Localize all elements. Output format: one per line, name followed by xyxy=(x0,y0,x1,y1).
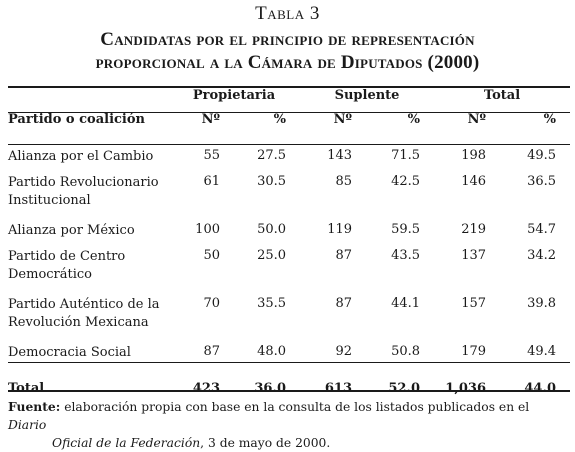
cell-value: 43.5 xyxy=(391,248,421,263)
footnote-label: Fuente: xyxy=(8,399,61,414)
table-row: Partido Revolucionario Institucional 61 … xyxy=(8,170,570,218)
cell-value: 36.5 xyxy=(527,174,557,189)
table-row: Alianza por el Cambio 55 27.5 143 71.5 1… xyxy=(8,144,570,170)
cell-value: 219 xyxy=(461,222,487,237)
table-row: Partido de Centro Democrático 50 25.0 87… xyxy=(8,244,570,292)
total-value: 1,036 xyxy=(445,380,487,396)
total-row: Total 423 36.0 613 52.0 1,036 44.0 xyxy=(8,374,570,402)
table-label: Tabla 3 xyxy=(255,3,320,24)
party-name: Alianza por el Cambio xyxy=(8,149,154,164)
cell-value: 61 xyxy=(203,174,220,189)
cell-value: 137 xyxy=(461,248,487,263)
cell-value: 49.5 xyxy=(527,148,557,163)
total-value: 44.0 xyxy=(524,380,557,396)
party-name: Partido Revolucionario Institucional xyxy=(8,175,159,208)
cell-value: 71.5 xyxy=(391,148,421,163)
party-name: Democracia Social xyxy=(8,345,131,360)
total-value: 36.0 xyxy=(254,380,287,396)
propietaria-n-header: Nº xyxy=(201,112,220,127)
footnote-source-italic: Oficial de la Federación xyxy=(52,436,201,450)
party-column-header: Partido o coalición xyxy=(8,112,145,127)
cell-value: 70 xyxy=(203,296,220,311)
group-header-propietaria: Propietaria xyxy=(192,88,276,103)
cell-value: 146 xyxy=(461,174,487,189)
table-row: Alianza por México 100 50.0 119 59.5 219… xyxy=(8,218,570,244)
cell-value: 44.1 xyxy=(391,296,421,311)
table-title-line-2: proporcional a la Cámara de Diputados (2… xyxy=(95,52,480,73)
table-title-line-1: Candidatas por el principio de represent… xyxy=(100,29,475,50)
cell-value: 55 xyxy=(203,148,220,163)
cell-value: 50.8 xyxy=(391,344,421,359)
group-header-rule xyxy=(8,112,570,113)
cell-value: 34.2 xyxy=(527,248,557,263)
cell-value: 54.7 xyxy=(527,222,557,237)
cell-value: 119 xyxy=(327,222,353,237)
footnote-source-italic: Diario xyxy=(8,418,47,432)
candidates-table: Propietaria Suplente Total Partido o coa… xyxy=(8,88,570,402)
cell-value: 25.0 xyxy=(257,248,287,263)
total-value: 613 xyxy=(324,380,353,396)
cell-value: 157 xyxy=(461,296,487,311)
cell-value: 87 xyxy=(335,248,353,263)
cell-value: 100 xyxy=(195,222,220,237)
cell-value: 92 xyxy=(335,344,353,359)
party-name: Partido Auténtico de la Revolución Mexic… xyxy=(8,297,160,330)
cell-value: 59.5 xyxy=(391,222,421,237)
table-bottom-rule xyxy=(8,390,570,392)
group-header-suplente: Suplente xyxy=(334,88,400,103)
cell-value: 198 xyxy=(461,148,487,163)
footnote-date: , 3 de mayo de 2000. xyxy=(200,436,331,450)
cell-value: 30.5 xyxy=(257,174,287,189)
total-rule xyxy=(8,362,570,363)
cell-value: 85 xyxy=(335,174,353,189)
cell-value: 143 xyxy=(327,148,353,163)
party-name: Partido de Centro Democrático xyxy=(8,249,126,282)
cell-value: 49.4 xyxy=(527,344,557,359)
cell-value: 87 xyxy=(335,296,353,311)
table-row: Democracia Social 87 48.0 92 50.8 179 49… xyxy=(8,340,570,366)
total-value: 423 xyxy=(192,380,220,396)
group-header-total: Total xyxy=(483,88,521,103)
total-n-header: Nº xyxy=(467,112,487,127)
source-footnote: Fuente: elaboración propia con base en l… xyxy=(8,398,570,452)
total-label: Total xyxy=(8,380,45,396)
cell-value: 50.0 xyxy=(257,222,287,237)
party-name: Alianza por México xyxy=(8,223,135,238)
cell-value: 48.0 xyxy=(257,344,287,359)
cell-value: 39.8 xyxy=(527,296,557,311)
cell-value: 35.5 xyxy=(257,296,287,311)
cell-value: 87 xyxy=(203,344,220,359)
suplente-pct-header: % xyxy=(407,112,421,127)
cell-value: 42.5 xyxy=(391,174,421,189)
cell-value: 50 xyxy=(203,248,220,263)
cell-value: 27.5 xyxy=(257,148,287,163)
total-value: 52.0 xyxy=(388,380,421,396)
total-pct-header: % xyxy=(543,112,557,127)
cell-value: 179 xyxy=(461,344,487,359)
footnote-text: elaboración propia con base en la consul… xyxy=(64,400,530,414)
propietaria-pct-header: % xyxy=(273,112,287,127)
suplente-n-header: Nº xyxy=(333,112,353,127)
table-row: Partido Auténtico de la Revolución Mexic… xyxy=(8,292,570,340)
column-header-rule xyxy=(8,144,570,145)
table-top-rule xyxy=(8,86,570,88)
column-header-row: Partido o coalición Nº % Nº % Nº % xyxy=(8,112,570,144)
group-header-row: Propietaria Suplente Total xyxy=(8,88,570,112)
